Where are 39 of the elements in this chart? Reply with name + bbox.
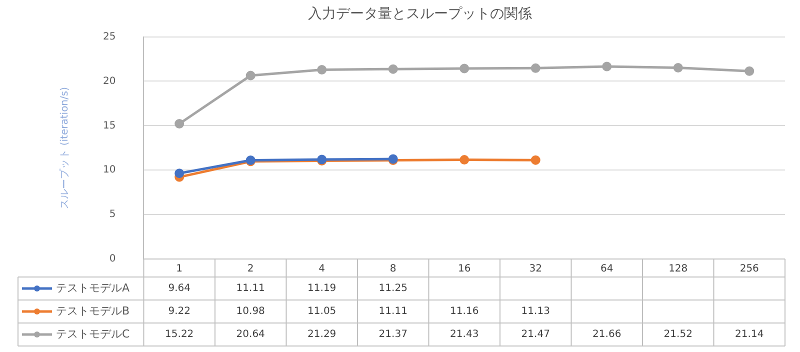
y-tick-label: 15 [102,120,116,132]
data-label: 20.64 [236,329,265,340]
data-label: 21.37 [378,329,408,340]
data-label: 21.14 [735,329,764,340]
data-label: 9.22 [168,306,190,318]
data-label: 11.25 [378,283,408,294]
data-label: 11.19 [308,283,336,294]
x-tick-label: 2 [247,264,254,275]
chart-title: 入力データ量とスループットの関係 [308,6,532,22]
legend-label: テストモデルB [56,304,130,318]
data-label: 21.43 [450,329,479,340]
x-tick-label: 4 [318,264,326,275]
x-tick-label: 128 [668,264,688,275]
x-tick-label: 64 [600,264,614,275]
y-axis-title: スループット (iteration/s) [58,86,71,209]
y-tick-label: 0 [109,254,116,265]
data-label: 21.29 [308,329,336,340]
x-tick-label: 256 [740,264,759,275]
data-label: 21.52 [664,329,692,340]
legend-label: テストモデルC [56,327,130,340]
data-label: 9.64 [168,283,190,294]
x-tick-label: 16 [458,264,471,275]
y-tick-label: 10 [102,164,116,176]
data-label: 21.66 [592,329,622,340]
legend-label: テストモデルA [56,281,130,294]
data-label: 11.05 [308,306,336,318]
x-tick-label: 8 [390,264,396,275]
x-tick-label: 32 [529,264,542,275]
y-tick-label: 20 [102,76,116,87]
data-label: 11.11 [236,283,265,294]
x-tick-label: 1 [176,264,183,275]
y-tick-label: 5 [109,209,116,220]
data-label: 11.11 [378,306,408,318]
data-label: 11.13 [521,306,550,318]
data-label: 11.16 [450,306,479,318]
data-label: 15.22 [165,329,194,340]
data-label: 21.47 [521,329,550,340]
y-tick-label: 25 [102,31,116,42]
data-label: 10.98 [236,306,265,318]
